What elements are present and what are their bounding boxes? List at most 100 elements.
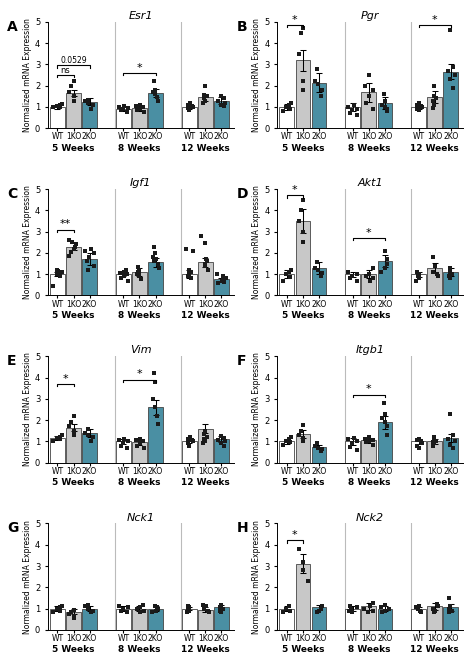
- Text: 12 Weeks: 12 Weeks: [410, 478, 459, 487]
- Point: [200, 603, 208, 614]
- Point: [219, 603, 227, 614]
- Point: [365, 91, 373, 102]
- Point: [124, 436, 131, 447]
- Point: [70, 76, 77, 87]
- Point: [414, 104, 421, 115]
- Point: [314, 442, 321, 453]
- Point: [446, 593, 453, 603]
- Text: 5 Weeks: 5 Weeks: [282, 645, 324, 654]
- Point: [369, 273, 377, 284]
- Bar: [362, 440, 376, 463]
- Bar: [311, 447, 326, 463]
- Text: G: G: [7, 521, 18, 535]
- Point: [300, 436, 307, 447]
- Point: [318, 601, 326, 612]
- Point: [448, 269, 456, 280]
- Bar: [82, 259, 97, 296]
- Bar: [214, 101, 229, 129]
- Point: [318, 444, 326, 454]
- Point: [184, 601, 192, 612]
- Point: [124, 107, 131, 118]
- Point: [50, 436, 57, 447]
- Point: [217, 431, 225, 442]
- Point: [53, 101, 61, 111]
- Point: [70, 243, 77, 254]
- Bar: [280, 274, 294, 296]
- Point: [65, 235, 73, 246]
- Point: [72, 241, 79, 252]
- Point: [70, 410, 77, 421]
- Point: [124, 442, 131, 453]
- Point: [279, 106, 287, 117]
- Point: [150, 241, 158, 252]
- Point: [418, 436, 425, 447]
- Point: [84, 94, 91, 105]
- Point: [188, 101, 196, 111]
- Point: [65, 251, 73, 262]
- Point: [286, 605, 293, 616]
- Point: [150, 256, 157, 267]
- Text: 12 Weeks: 12 Weeks: [181, 311, 230, 320]
- Bar: [280, 107, 294, 129]
- Point: [136, 602, 144, 613]
- Point: [381, 417, 388, 428]
- Point: [297, 205, 304, 216]
- Text: 12 Weeks: 12 Weeks: [410, 645, 459, 654]
- Bar: [346, 107, 360, 129]
- Bar: [50, 274, 65, 296]
- Point: [133, 603, 141, 614]
- Point: [215, 95, 222, 106]
- Bar: [346, 609, 360, 630]
- Point: [369, 440, 377, 450]
- Point: [185, 269, 193, 280]
- Point: [299, 76, 307, 87]
- Point: [154, 410, 161, 421]
- Point: [288, 97, 295, 108]
- Point: [345, 266, 352, 277]
- Point: [183, 607, 191, 617]
- Point: [90, 260, 97, 271]
- Point: [185, 264, 192, 275]
- Point: [217, 99, 225, 110]
- Point: [89, 432, 96, 442]
- Point: [120, 434, 128, 445]
- Text: *: *: [366, 228, 372, 238]
- Point: [414, 440, 421, 451]
- Point: [133, 105, 141, 115]
- Point: [414, 271, 421, 282]
- Point: [56, 99, 64, 110]
- Point: [67, 607, 75, 617]
- Point: [378, 602, 385, 613]
- Point: [430, 99, 438, 110]
- Point: [363, 97, 370, 108]
- Bar: [411, 442, 426, 463]
- Point: [120, 266, 128, 277]
- Point: [154, 602, 161, 613]
- Point: [217, 91, 225, 102]
- Title: Akt1: Akt1: [357, 178, 383, 188]
- Point: [283, 269, 290, 280]
- Title: Itgb1: Itgb1: [356, 346, 384, 356]
- Point: [189, 436, 196, 447]
- Point: [429, 103, 437, 113]
- Point: [120, 271, 128, 282]
- Point: [185, 602, 193, 613]
- Text: 8 Weeks: 8 Weeks: [118, 144, 161, 153]
- Point: [283, 102, 290, 113]
- Point: [54, 264, 61, 275]
- Point: [201, 81, 209, 91]
- Point: [346, 273, 354, 284]
- Text: *: *: [292, 15, 298, 25]
- Point: [285, 266, 293, 277]
- Point: [155, 262, 163, 273]
- Point: [383, 421, 390, 432]
- Point: [315, 605, 323, 616]
- Point: [119, 603, 127, 614]
- Bar: [132, 108, 147, 129]
- Point: [381, 408, 389, 419]
- Point: [87, 243, 94, 254]
- Bar: [214, 440, 229, 463]
- Point: [416, 434, 423, 445]
- Point: [381, 102, 388, 113]
- Point: [413, 435, 421, 446]
